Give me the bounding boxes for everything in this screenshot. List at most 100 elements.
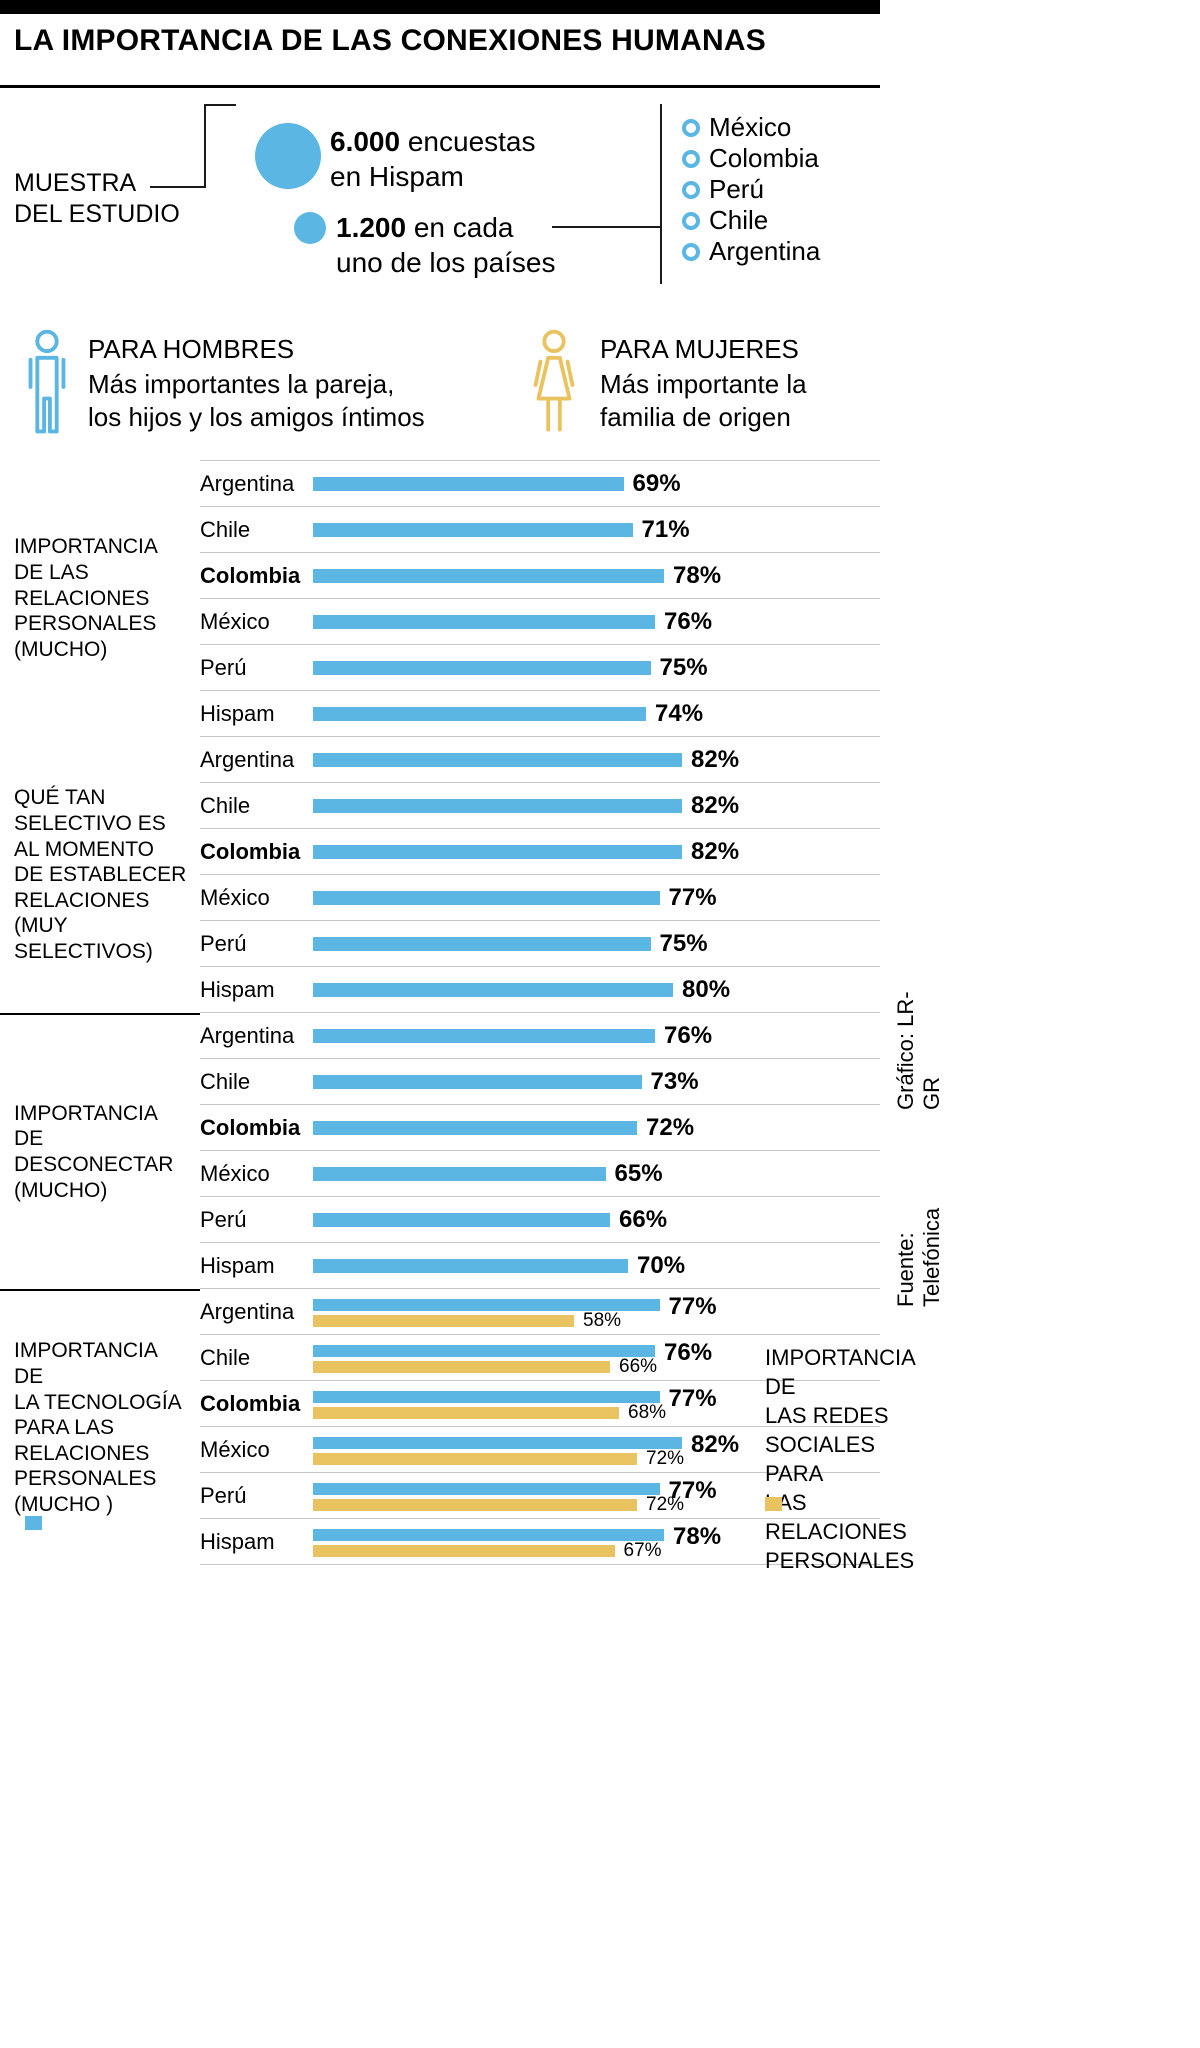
bar <box>313 660 651 675</box>
value-label: 75% <box>659 929 708 957</box>
value-label: 77% <box>668 1385 717 1412</box>
value-label: 77% <box>668 1477 717 1504</box>
secondary-value-label: 72% <box>646 1448 685 1469</box>
category-label: Perú <box>200 930 247 956</box>
country-item: México <box>682 112 820 143</box>
group-rows: Argentina 76% Chile 73% Colombia 72% México 65%… <box>200 1013 880 1289</box>
category-label: Perú <box>200 1482 247 1508</box>
chart-row: Perú 75% <box>200 645 880 691</box>
chart-row: Hispam 78% 67% <box>200 1519 880 1565</box>
bar <box>313 890 660 905</box>
chart-group: QUÉ TAN SELECTIVO ES AL MOMENTO DE ESTAB… <box>0 737 880 1013</box>
circle-bullet-icon <box>682 149 700 168</box>
chart-row: México 76% <box>200 599 880 645</box>
category-label: Chile <box>200 516 251 542</box>
men-title: PARA HOMBRES <box>88 334 295 364</box>
bar <box>313 1258 628 1273</box>
chart-row: Perú 77% 72% <box>200 1473 880 1519</box>
bar <box>313 1166 606 1181</box>
chart-row: Chile 71% <box>200 507 880 553</box>
bar <box>313 982 673 997</box>
chart-row: Chile 82% <box>200 783 880 829</box>
secondary-bar <box>313 1499 637 1511</box>
secondary-bar <box>313 1453 637 1465</box>
secondary-value-label: 67% <box>623 1540 662 1561</box>
value-label: 73% <box>650 1067 699 1095</box>
value-label: 78% <box>673 561 722 589</box>
chart-row: Chile 76% 66% <box>200 1335 880 1381</box>
country-item: Chile <box>682 205 820 236</box>
survey-total-text: 6.000 encuestas en Hispam <box>330 124 536 194</box>
bar <box>313 522 633 537</box>
circle-bullet-icon <box>682 242 700 261</box>
bar <box>313 1212 610 1227</box>
category-label: Hispam <box>200 1252 275 1278</box>
group-label: IMPORTANCIA DE LAS RELACIONES PERSONALES… <box>14 535 158 661</box>
secondary-bar <box>313 1407 619 1419</box>
value-label: 77% <box>668 1293 717 1320</box>
country-item: Colombia <box>682 143 820 174</box>
survey-per-country-desc: en cada uno de los países <box>336 212 556 278</box>
category-label: Colombia <box>200 1390 301 1416</box>
secondary-bar <box>313 1361 610 1373</box>
bar <box>313 706 646 721</box>
chart-row: Chile 73% <box>200 1059 880 1105</box>
category-label: México <box>200 884 270 910</box>
chart-row: Argentina 69% <box>200 461 880 507</box>
bar <box>313 936 651 951</box>
value-label: 74% <box>655 699 704 727</box>
value-label: 82% <box>691 837 740 865</box>
group-rows: Argentina 77% 58% Chile 76% 66% Colombia 77% 68%… <box>200 1289 880 1565</box>
bar <box>313 1299 660 1311</box>
category-label: México <box>200 608 270 634</box>
value-label: 70% <box>637 1251 686 1279</box>
header-bar <box>0 0 880 14</box>
graphic-credit: Gráfico: LR-GR <box>893 991 944 1110</box>
value-label: 72% <box>646 1113 695 1141</box>
connector-line <box>552 226 662 228</box>
technology-legend-swatch <box>25 1516 42 1530</box>
survey-per-country-circle-icon <box>294 212 326 244</box>
country-name: México <box>709 112 792 142</box>
category-label: Colombia <box>200 562 301 588</box>
secondary-value-label: 58% <box>583 1310 622 1331</box>
man-icon <box>28 329 66 434</box>
chart-group: IMPORTANCIA DE LA TECNOLOGÍA PARA LAS RE… <box>0 1289 880 1565</box>
chart-row: Perú 66% <box>200 1197 880 1243</box>
value-label: 71% <box>641 515 690 543</box>
category-label: Hispam <box>200 976 275 1002</box>
secondary-bar <box>313 1545 615 1557</box>
category-label: Chile <box>200 1344 251 1370</box>
chart-row: Colombia 77% 68% <box>200 1381 880 1427</box>
category-label: Chile <box>200 792 251 818</box>
chart-group: IMPORTANCIA DE DESCONECTAR (MUCHO) Argent… <box>0 1013 880 1289</box>
value-label: 82% <box>691 745 740 773</box>
survey-total-value: 6.000 <box>330 126 401 157</box>
bar <box>313 1074 642 1089</box>
bar <box>313 568 664 583</box>
category-label: Hispam <box>200 700 275 726</box>
divider-line <box>660 104 662 284</box>
connector-line <box>150 186 206 188</box>
woman-icon <box>533 329 575 432</box>
chart-row: Argentina 82% <box>200 737 880 783</box>
chart-row: Hispam 70% <box>200 1243 880 1289</box>
country-item: Argentina <box>682 236 820 267</box>
bar <box>313 798 682 813</box>
chart-row: Perú 75% <box>200 921 880 967</box>
category-label: Colombia <box>200 1114 301 1140</box>
countries-list: México Colombia Perú Chile Argentina <box>682 112 820 267</box>
circle-bullet-icon <box>682 180 700 199</box>
chart-row: Colombia 72% <box>200 1105 880 1151</box>
value-label: 82% <box>691 1431 740 1458</box>
chart-row: México 82% 72% <box>200 1427 880 1473</box>
value-label: 77% <box>668 883 717 911</box>
group-label: IMPORTANCIA DE DESCONECTAR (MUCHO) <box>0 1013 200 1289</box>
category-label: México <box>200 1160 270 1186</box>
bar <box>313 1391 660 1403</box>
country-item: Perú <box>682 174 820 205</box>
country-name: Argentina <box>709 236 821 266</box>
category-label: Chile <box>200 1068 251 1094</box>
country-name: Colombia <box>709 143 819 173</box>
